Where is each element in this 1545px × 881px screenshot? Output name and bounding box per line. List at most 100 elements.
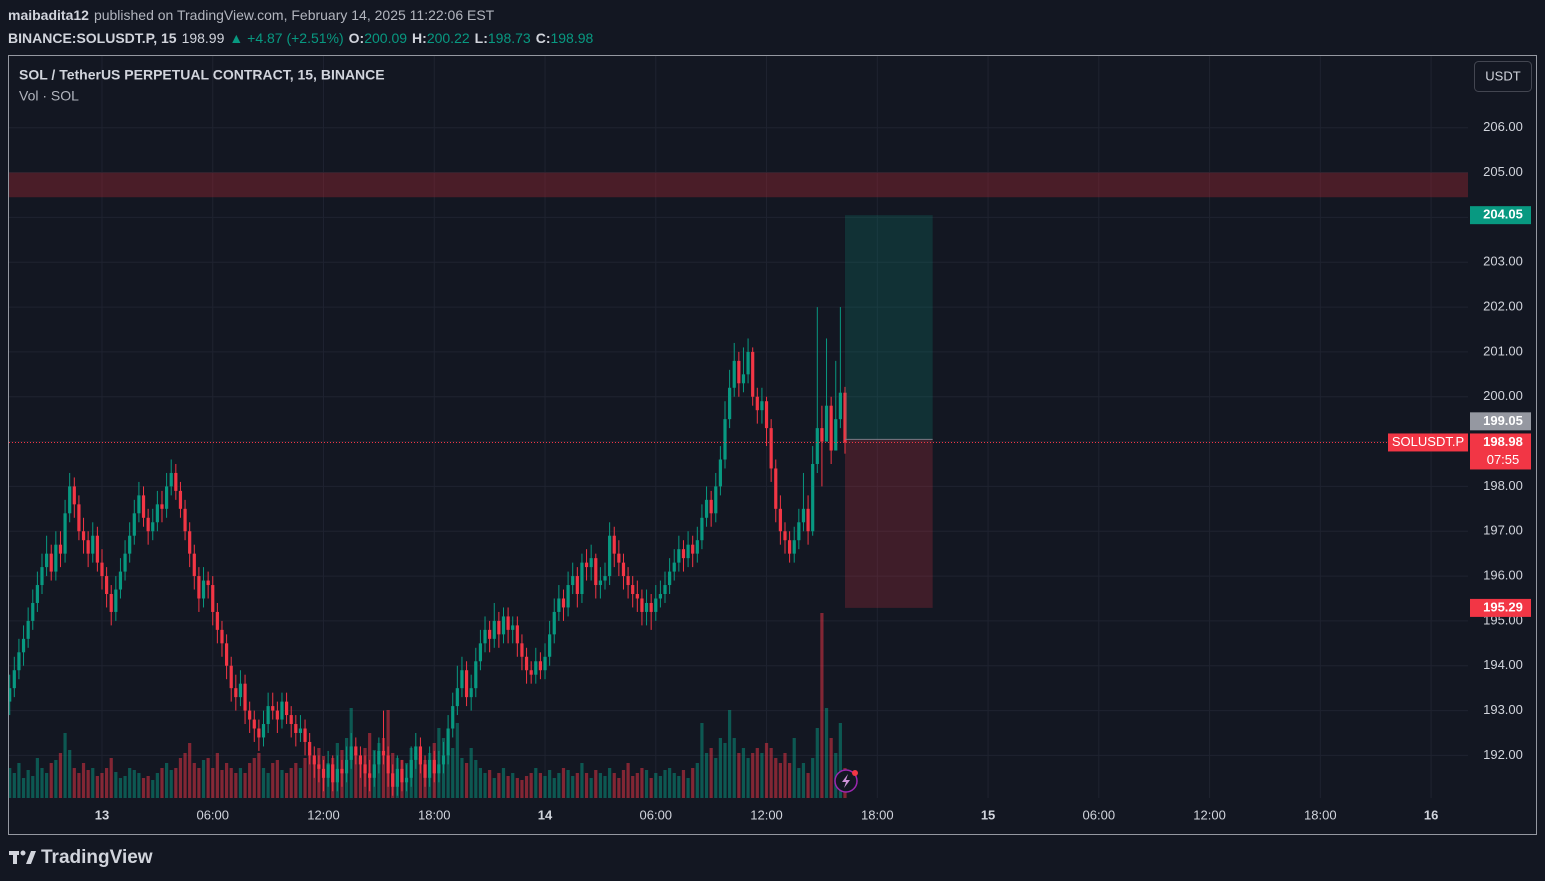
candle-body [400, 768, 404, 783]
x-tick-label: 14 [538, 807, 553, 822]
candle-body [86, 540, 90, 554]
candle-body [557, 598, 561, 612]
candle-body [561, 598, 566, 608]
stop-label: 195.29 [1483, 599, 1523, 614]
volume-bar [686, 778, 690, 798]
candle-body [141, 495, 146, 518]
candle-body [349, 746, 353, 760]
candle-body [824, 405, 829, 442]
candle-body [769, 428, 773, 469]
candle-body [441, 755, 446, 765]
grid [9, 56, 1468, 798]
candle-body [755, 396, 759, 411]
candle-body [548, 634, 552, 657]
candle-body [137, 495, 141, 514]
position-target [844, 215, 933, 440]
candle-body [515, 625, 519, 644]
volume-bar [9, 768, 12, 798]
volume-bar [760, 753, 764, 798]
volume-bar [206, 758, 210, 798]
volume-bar [534, 768, 538, 798]
position-stop [844, 439, 933, 608]
candle-body [229, 665, 233, 689]
target-label: 204.05 [1483, 207, 1523, 222]
y-tick-label: 193.00 [1483, 702, 1523, 717]
volume-bar [732, 738, 736, 798]
candle-body [709, 499, 713, 514]
countdown: 07:55 [1487, 452, 1520, 467]
candle-body [695, 540, 699, 554]
candle-body [308, 741, 312, 756]
candle-body [691, 544, 695, 554]
candle-body [571, 576, 575, 586]
candle-body [174, 472, 178, 491]
y-tick-label: 192.00 [1483, 747, 1523, 762]
volume-bar [769, 748, 773, 798]
candle-body [340, 768, 344, 774]
candle-body [234, 688, 238, 698]
volume-bar [63, 733, 67, 798]
candle-body [238, 683, 243, 698]
y-tick-label: 203.00 [1483, 254, 1523, 269]
zone [9, 172, 1468, 198]
volume-bar [783, 753, 787, 798]
volume-bar [589, 778, 593, 798]
volume-bar [608, 768, 612, 798]
volume-bar [197, 768, 201, 798]
candle-body [497, 620, 501, 635]
entry-label: 199.05 [1483, 413, 1523, 428]
candle-body [164, 486, 169, 509]
volume-bar [654, 773, 658, 798]
candle-body [31, 602, 35, 621]
candle-body [354, 746, 358, 756]
candle-body [257, 728, 261, 738]
candle-body [9, 688, 12, 702]
candle-body [612, 535, 616, 554]
candle-body [451, 706, 455, 729]
candle-body [811, 463, 815, 532]
volume-bar [557, 773, 561, 798]
candle-body [598, 580, 602, 586]
volume-bar [501, 768, 506, 798]
change: ▲ +4.87 (+2.51%) [229, 30, 344, 46]
y-tick-label: 196.00 [1483, 568, 1523, 583]
volume-bar [289, 768, 293, 798]
volume-bar [252, 758, 256, 798]
volume-bar [17, 763, 21, 798]
candle-body [26, 620, 30, 639]
candle-body [432, 759, 436, 774]
volume-bar [746, 758, 750, 798]
candle-body [843, 392, 847, 443]
candle-body [658, 594, 662, 599]
volume-bar [617, 778, 621, 798]
volume-bar [460, 758, 464, 798]
x-tick-label: 06:00 [640, 807, 673, 822]
candle-body [764, 401, 769, 429]
candle-body [95, 535, 99, 563]
candle-body [294, 724, 298, 733]
volume-bar [280, 770, 284, 798]
candle-body [35, 585, 39, 603]
c-label: C: [535, 30, 551, 46]
price-name-bg [1388, 433, 1468, 452]
volume-bar [672, 773, 676, 798]
candle-body [437, 764, 441, 774]
volume-bar [303, 758, 307, 798]
candle-body [704, 499, 709, 518]
candle-body [335, 768, 339, 783]
candle-body [303, 728, 307, 742]
x-tick-label: 18:00 [418, 807, 451, 822]
currency[interactable]: USDT [1485, 68, 1520, 83]
candle-body [455, 688, 459, 707]
volume-bar [105, 768, 109, 798]
candle-body [192, 553, 196, 577]
volume-bar [801, 763, 806, 798]
candle-body [21, 638, 26, 653]
candle-body [211, 585, 215, 612]
candle-body [363, 764, 367, 774]
candle-body [312, 755, 316, 765]
volume-bar [681, 770, 686, 798]
volume-bar [229, 768, 233, 798]
candle-body [358, 755, 363, 765]
currency-button[interactable] [1474, 61, 1532, 92]
